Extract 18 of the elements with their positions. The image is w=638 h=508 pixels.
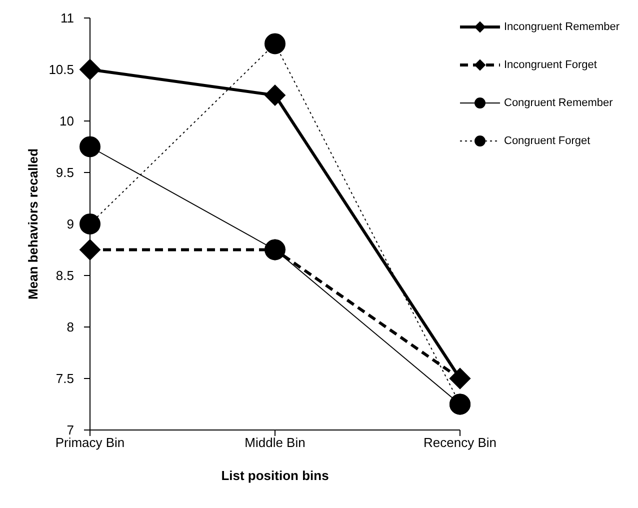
- y-axis-title: Mean behaviors recalled: [26, 148, 41, 300]
- legend-label: Incongruent Remember: [504, 21, 620, 33]
- x-axis-title: List position bins: [221, 468, 329, 483]
- legend-label: Incongruent Forget: [504, 59, 597, 71]
- x-tick-label: Primacy Bin: [55, 435, 125, 450]
- x-tick-label: Recency Bin: [424, 435, 496, 450]
- x-tick-label: Middle Bin: [244, 435, 306, 450]
- y-tick-label: 7.5: [56, 371, 74, 386]
- y-tick-label: 9: [66, 216, 74, 232]
- y-tick-label: 9.5: [56, 165, 74, 180]
- y-tick-label: 8: [66, 320, 74, 335]
- legend-label: Congruent Remember: [504, 97, 613, 109]
- legend-label: Congruent Forget: [504, 135, 590, 147]
- y-tick-label: 11: [60, 10, 74, 26]
- y-tick-label: 10.5: [48, 62, 74, 78]
- y-tick-label: 8.5: [56, 268, 74, 284]
- y-tick-label: 7: [66, 422, 74, 438]
- y-tick-label: 10: [60, 114, 74, 129]
